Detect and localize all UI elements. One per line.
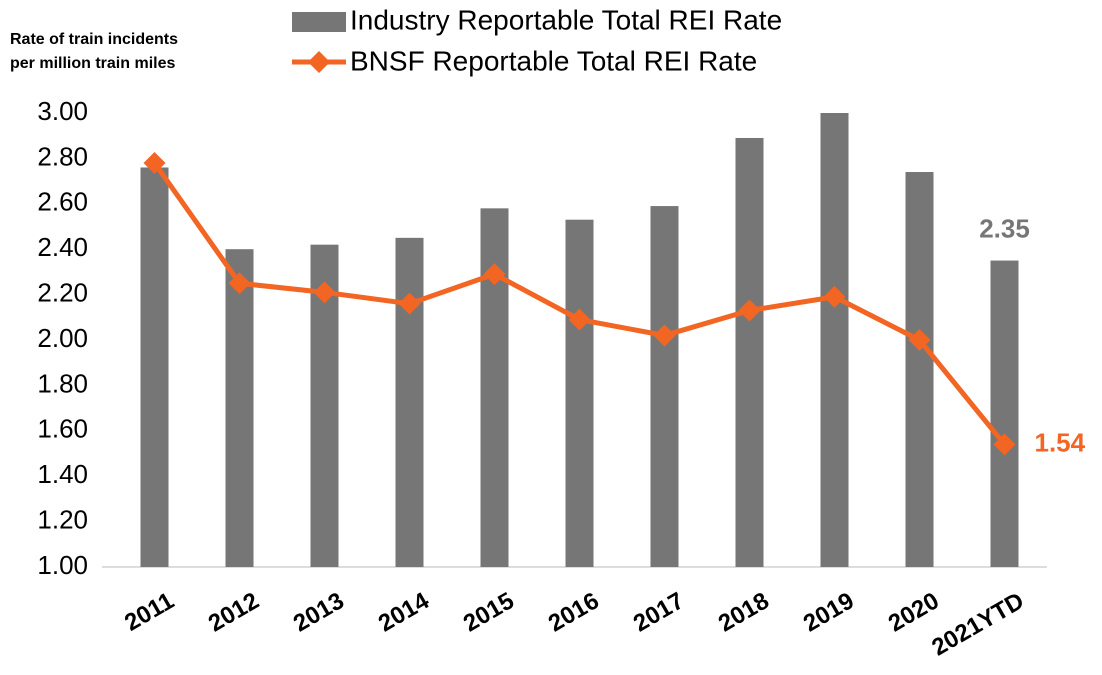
legend-label: Industry Reportable Total REI Rate bbox=[350, 4, 782, 35]
y-tick-label: 1.60 bbox=[37, 414, 88, 444]
y-tick-label: 1.00 bbox=[37, 550, 88, 580]
x-tick-label: 2021YTD bbox=[927, 587, 1028, 661]
bar bbox=[140, 167, 169, 568]
bar bbox=[735, 137, 764, 567]
x-tick-label: 2016 bbox=[544, 587, 604, 637]
x-tick-label: 2015 bbox=[459, 587, 519, 637]
bar bbox=[480, 208, 509, 567]
marker bbox=[653, 324, 676, 347]
y-tick-label: 2.20 bbox=[37, 277, 88, 307]
x-tick-label: 2018 bbox=[714, 587, 774, 637]
x-tick-label: 2011 bbox=[120, 587, 179, 636]
y-tick-label: 2.80 bbox=[37, 141, 88, 171]
y-axis-title: Rate of train incidents bbox=[10, 31, 178, 48]
marker bbox=[568, 308, 591, 331]
marker bbox=[228, 272, 251, 295]
legend-swatch bbox=[292, 12, 346, 32]
marker bbox=[313, 281, 336, 304]
y-tick-label: 1.40 bbox=[37, 459, 88, 489]
legend-marker bbox=[308, 51, 330, 73]
legend-label: BNSF Reportable Total REI Rate bbox=[350, 45, 757, 76]
marker bbox=[823, 285, 846, 308]
x-tick-label: 2017 bbox=[629, 587, 689, 637]
x-tick-label: 2012 bbox=[204, 587, 264, 637]
marker bbox=[993, 433, 1016, 456]
marker bbox=[908, 329, 931, 351]
data-label: 2.35 bbox=[979, 213, 1030, 243]
bar bbox=[225, 249, 254, 567]
y-axis-title: per million train miles bbox=[10, 55, 175, 72]
y-tick-label: 3.00 bbox=[37, 96, 88, 126]
bar bbox=[990, 260, 1019, 567]
marker bbox=[483, 263, 506, 286]
bar bbox=[395, 237, 424, 567]
data-label: 1.54 bbox=[1035, 427, 1086, 457]
bar bbox=[905, 172, 934, 567]
bar bbox=[820, 113, 849, 567]
bar bbox=[565, 219, 594, 567]
marker bbox=[143, 151, 166, 174]
y-tick-label: 1.80 bbox=[37, 368, 88, 398]
y-tick-label: 1.20 bbox=[37, 504, 88, 534]
marker bbox=[738, 299, 761, 322]
y-tick-label: 2.00 bbox=[37, 323, 88, 353]
y-tick-label: 2.40 bbox=[37, 232, 88, 262]
bar bbox=[650, 206, 679, 567]
y-tick-label: 2.60 bbox=[37, 187, 88, 217]
x-tick-label: 2014 bbox=[374, 587, 434, 637]
marker bbox=[398, 292, 421, 315]
x-tick-label: 2019 bbox=[799, 587, 859, 637]
x-tick-label: 2013 bbox=[289, 587, 349, 637]
x-tick-label: 2020 bbox=[884, 587, 944, 637]
